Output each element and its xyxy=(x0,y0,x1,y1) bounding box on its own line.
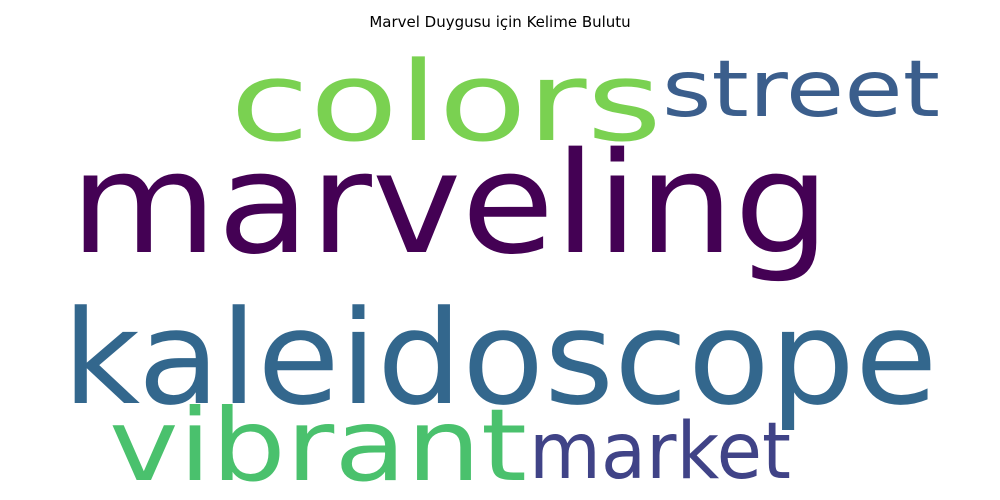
word-colors: colors xyxy=(230,38,662,166)
word-market: market xyxy=(529,407,791,497)
word-street: street xyxy=(662,45,940,135)
word-kaleidoscope: kaleidoscope xyxy=(63,282,938,434)
page-title: Marvel Duygusu için Kelime Bulutu xyxy=(369,13,631,31)
word-vibrant: vibrant xyxy=(109,387,527,500)
word-marveling: marveling xyxy=(70,123,830,286)
